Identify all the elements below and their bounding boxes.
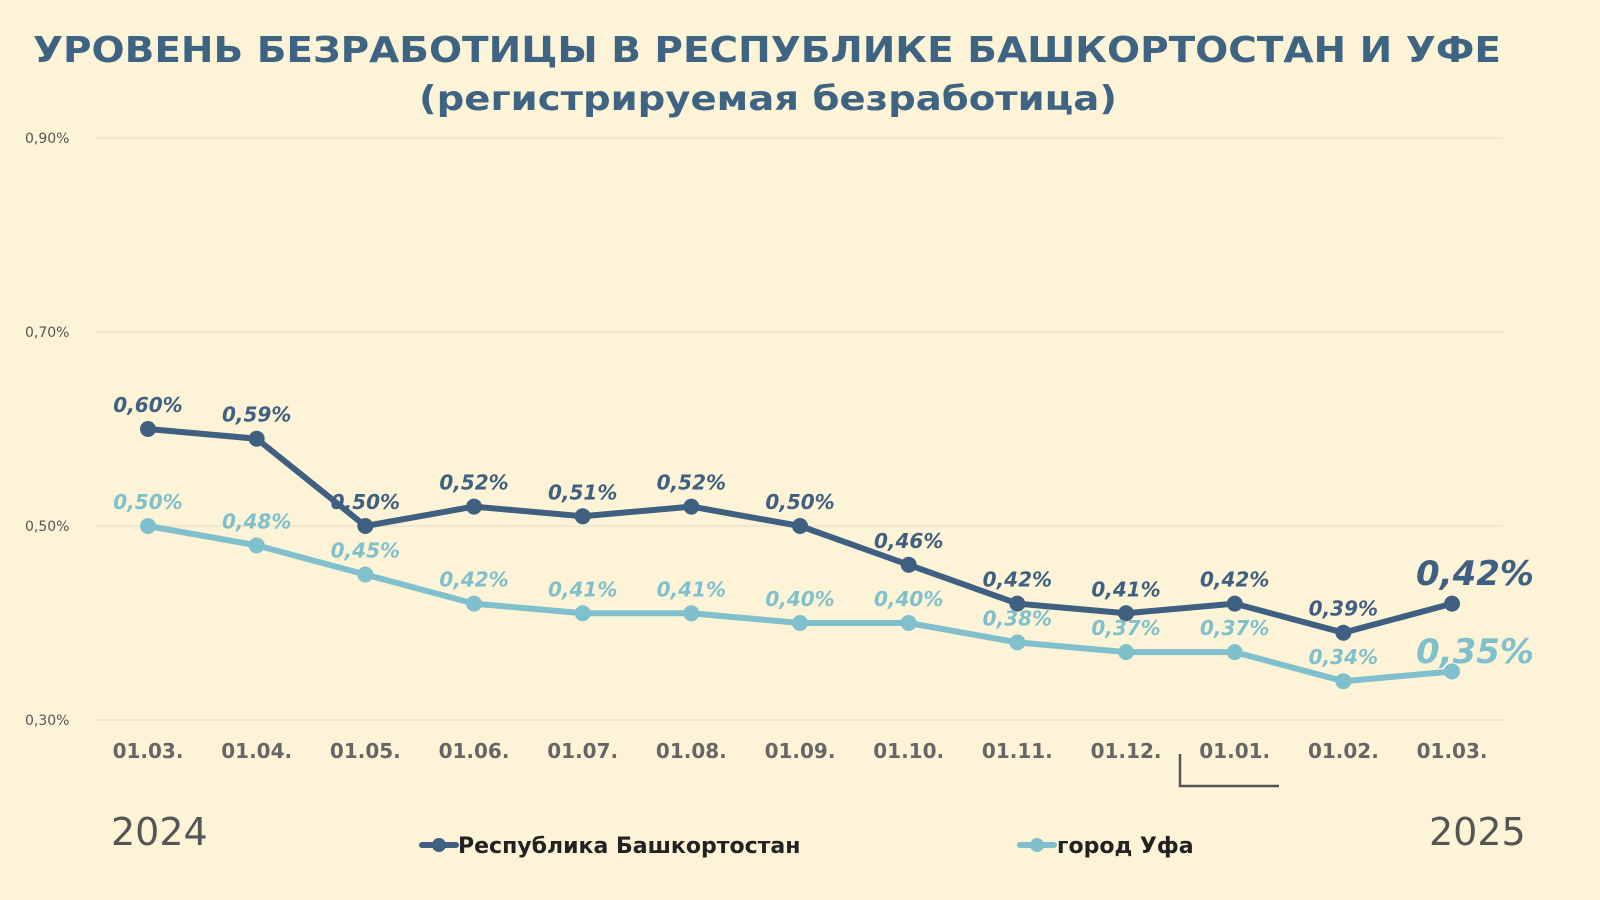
data-point [574, 508, 591, 525]
data-label: 0,37% [1091, 616, 1160, 640]
chart-subtitle: (регистрируемая безработица) [419, 79, 1117, 119]
data-label: 0,42% [439, 568, 508, 592]
x-tick-label: 01.03. [1417, 739, 1488, 763]
legend-marker-bashkortostan [432, 838, 446, 852]
data-label: 0,60% [113, 393, 182, 417]
legend: Республика Башкортостан город Уфа [419, 834, 1194, 859]
data-point [248, 537, 265, 554]
x-tick-label: 01.09. [765, 739, 836, 763]
series-lines [140, 421, 1461, 690]
data-label: 0,42% [1200, 568, 1269, 592]
year-label-end: 2025 [1429, 810, 1526, 854]
data-label: 0,51% [548, 480, 617, 504]
x-tick-label: 01.01. [1199, 739, 1270, 763]
data-point [1226, 595, 1243, 612]
y-tick-label: 0,30% [25, 713, 69, 729]
data-label: 0,41% [548, 577, 617, 601]
x-axis-ticks: 01.03. 01.04. 01.05. 01.06. 01.07. 01.08. 01.0… [113, 739, 1488, 763]
legend-item-ufa: город Уфа [1017, 834, 1194, 859]
data-point [900, 615, 917, 631]
year-divider-bracket [1178, 754, 1279, 788]
legend-label-bashkortostan: Республика Башкортостан [458, 834, 800, 859]
data-point [1444, 595, 1461, 612]
x-tick-label: 01.12. [1091, 739, 1162, 763]
data-point [466, 498, 483, 515]
data-label: 0,48% [222, 509, 291, 533]
chart-title: УРОВЕНЬ БЕЗРАБОТИЦЫ В РЕСПУБЛИКЕ БАШКОРТ… [33, 30, 1501, 71]
data-label: 0,35% [1416, 632, 1534, 672]
x-tick-label: 01.10. [873, 739, 944, 763]
data-point [357, 518, 374, 534]
data-label: 0,45% [331, 539, 400, 563]
data-point [900, 556, 917, 573]
data-point [1335, 624, 1352, 641]
data-label: 0,59% [222, 403, 291, 427]
x-tick-label: 01.05. [330, 739, 401, 763]
data-label: 0,34% [1309, 645, 1378, 669]
data-label: 0,42% [983, 568, 1052, 592]
legend-item-bashkortostan: Республика Башкортостан [419, 834, 800, 859]
data-point [1009, 595, 1026, 612]
data-label: 0,52% [439, 471, 508, 495]
x-tick-label: 01.04. [221, 739, 292, 763]
data-point [140, 421, 156, 437]
gridlines [96, 137, 1503, 721]
data-label: 0,50% [113, 490, 182, 514]
data-label: 0,42% [1416, 554, 1534, 594]
data-point [1118, 644, 1135, 661]
x-tick-label: 01.03. [113, 739, 184, 763]
x-tick-label: 01.11. [982, 739, 1053, 763]
legend-marker-ufa [1030, 838, 1044, 852]
data-label: 0,40% [874, 587, 943, 611]
data-point [683, 605, 700, 622]
data-label: 0,37% [1200, 616, 1269, 640]
data-point [792, 518, 809, 534]
data-point [1009, 634, 1026, 651]
x-tick-label: 01.02. [1308, 739, 1379, 763]
data-label: 0,41% [657, 577, 726, 601]
y-axis-ticks: 0,30% 0,50% 0,70% 0,90% [25, 131, 69, 729]
data-label: 0,39% [1309, 597, 1378, 621]
data-label: 0,50% [331, 490, 400, 514]
data-point [248, 430, 265, 447]
data-point [466, 595, 483, 612]
x-tick-label: 01.07. [547, 739, 618, 763]
y-tick-label: 0,90% [25, 131, 69, 147]
data-point [574, 605, 591, 622]
y-tick-label: 0,50% [25, 519, 69, 535]
year-label-start: 2024 [111, 810, 208, 854]
data-point [357, 566, 374, 583]
data-point [683, 498, 700, 515]
data-point [1444, 663, 1461, 680]
data-point [140, 518, 156, 534]
data-labels: 0,60% 0,59% 0,50% 0,52% 0,51% 0,52% 0,50% 0,46%… [113, 393, 1534, 672]
x-tick-label: 01.08. [656, 739, 727, 763]
data-point [1118, 605, 1135, 622]
data-point [1335, 673, 1352, 690]
legend-label-ufa: город Уфа [1057, 834, 1194, 859]
data-label: 0,52% [657, 471, 726, 495]
data-label: 0,41% [1091, 577, 1160, 601]
data-point [792, 615, 809, 631]
data-label: 0,46% [874, 529, 943, 553]
data-label: 0,38% [983, 606, 1052, 630]
data-point [1226, 644, 1243, 661]
x-tick-label: 01.06. [439, 739, 510, 763]
y-tick-label: 0,70% [25, 325, 69, 341]
data-label: 0,50% [765, 490, 834, 514]
data-label: 0,40% [765, 587, 834, 611]
